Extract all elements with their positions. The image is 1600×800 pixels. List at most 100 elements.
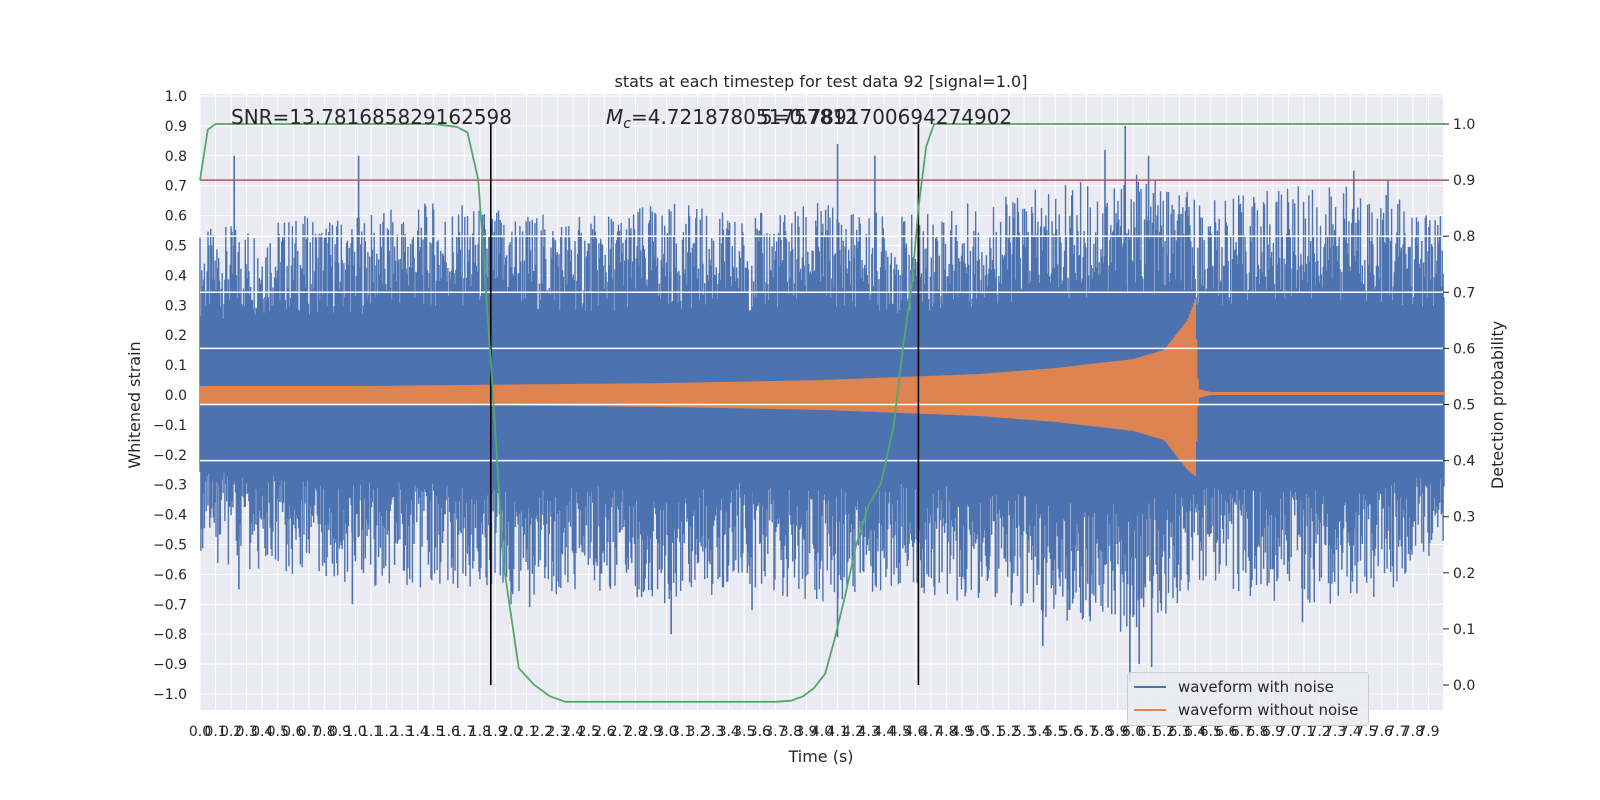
x-tick-label: 1.2 — [375, 724, 397, 740]
x-tick-label: 0.3 — [236, 724, 258, 740]
y-tick-label: −0.3 — [153, 478, 187, 494]
y-tick-label: −0.8 — [153, 627, 187, 643]
x-tick-label: 4.3 — [858, 724, 880, 740]
x-tick-label: 5.8 — [1091, 724, 1113, 740]
overlap-annotation: 5=0.7891700694274902 — [760, 105, 1012, 129]
x-tick-label: 2.9 — [640, 724, 662, 740]
x-tick-label: 7.8 — [1402, 724, 1424, 740]
y-tick-label: −0.6 — [153, 567, 187, 583]
x-tick-label: 6.3 — [1169, 724, 1191, 740]
x-tick-label: 1.6 — [438, 724, 460, 740]
legend-label-noise: waveform with noise — [1178, 678, 1334, 696]
y-tick-label: 0.8 — [165, 149, 187, 165]
x-tick-label: 0.0 — [189, 724, 211, 740]
y-tick-label: 0.9 — [165, 119, 187, 135]
x-tick-label: 1.3 — [391, 724, 413, 740]
x-tick-label: 4.5 — [889, 724, 911, 740]
detection-probability-line — [199, 123, 1444, 703]
legend-entry-noise: waveform with noise — [1134, 677, 1334, 697]
x-tick-label: 3.2 — [686, 724, 708, 740]
x-tick-label: 7.5 — [1355, 724, 1377, 740]
y-tick-label: −1.0 — [153, 687, 187, 703]
x-tick-label: 0.1 — [204, 724, 226, 740]
x-tick-label: 4.7 — [920, 724, 942, 740]
y-tick-label: −0.2 — [153, 448, 187, 464]
y-tick-label: −0.1 — [153, 418, 187, 434]
y2-tick-label: 0.0 — [1453, 678, 1475, 694]
x-tick-label: 6.0 — [1122, 724, 1144, 740]
axis-ticks: 0.00.10.20.30.40.50.60.70.80.91.01.11.21… — [153, 89, 1475, 740]
x-tick-label: 5.6 — [1060, 724, 1082, 740]
y2-tick-label: 0.6 — [1453, 341, 1475, 357]
x-tick-label: 6.2 — [1153, 724, 1175, 740]
x-tick-label: 3.5 — [733, 724, 755, 740]
x-tick-label: 7.7 — [1386, 724, 1408, 740]
x-tick-label: 0.6 — [282, 724, 304, 740]
x-tick-label: 0.2 — [220, 724, 242, 740]
x-tick-label: 1.0 — [344, 724, 366, 740]
y-axis-label: Whitened strain — [125, 341, 144, 468]
x-tick-label: 4.1 — [826, 724, 848, 740]
x-tick-label: 0.8 — [313, 724, 335, 740]
x-tick-label: 5.5 — [1044, 724, 1066, 740]
y-tick-label: 0.3 — [165, 298, 187, 314]
y2-tick-label: 0.4 — [1453, 454, 1475, 470]
x-tick-label: 1.5 — [422, 724, 444, 740]
x-tick-label: 2.2 — [531, 724, 553, 740]
y-tick-label: 0.1 — [165, 358, 187, 374]
x-tick-label: 2.6 — [593, 724, 615, 740]
x-tick-label: 7.0 — [1277, 724, 1299, 740]
x-tick-label: 2.1 — [515, 724, 537, 740]
x-tick-label: 5.1 — [982, 724, 1004, 740]
x-tick-label: 6.8 — [1246, 724, 1268, 740]
y-tick-label: 0.7 — [165, 179, 187, 195]
x-tick-label: 3.3 — [702, 724, 724, 740]
x-tick-label: 5.9 — [1106, 724, 1128, 740]
x-tick-label: 3.1 — [671, 724, 693, 740]
mc-annotation: Mc=4.721878051757812 — [606, 105, 858, 132]
x-tick-label: 7.4 — [1340, 724, 1362, 740]
y-tick-label: −0.5 — [153, 538, 187, 554]
x-tick-label: 6.4 — [1184, 724, 1206, 740]
x-tick-label: 7.6 — [1371, 724, 1393, 740]
y2-tick-label: 0.3 — [1453, 510, 1475, 526]
legend-swatch-clean — [1134, 709, 1166, 711]
legend-swatch-noise — [1134, 686, 1166, 688]
y-tick-label: 0.0 — [165, 388, 187, 404]
x-tick-label: 6.9 — [1262, 724, 1284, 740]
x-tick-label: 5.7 — [1075, 724, 1097, 740]
y-tick-label: 1.0 — [165, 89, 187, 105]
x-tick-label: 0.7 — [298, 724, 320, 740]
x-tick-label: 3.8 — [780, 724, 802, 740]
snr-annotation: SNR=13.781685829162598 — [231, 105, 512, 129]
x-tick-label: 3.0 — [655, 724, 677, 740]
x-tick-label: 5.3 — [1013, 724, 1035, 740]
x-tick-label: 7.9 — [1417, 724, 1439, 740]
x-tick-label: 4.0 — [811, 724, 833, 740]
x-tick-label: 3.7 — [764, 724, 786, 740]
y2-tick-label: 1.0 — [1453, 117, 1475, 133]
x-tick-label: 0.9 — [329, 724, 351, 740]
y2-tick-label: 0.2 — [1453, 566, 1475, 582]
x-tick-label: 1.9 — [484, 724, 506, 740]
x-tick-label: 4.6 — [904, 724, 926, 740]
x-tick-label: 3.9 — [795, 724, 817, 740]
legend: waveform with noise waveform without noi… — [1127, 672, 1369, 726]
x-tick-label: 6.6 — [1215, 724, 1237, 740]
y-tick-label: −0.9 — [153, 657, 187, 673]
x-tick-label: 5.0 — [966, 724, 988, 740]
x-tick-label: 3.4 — [718, 724, 740, 740]
x-tick-label: 1.1 — [360, 724, 382, 740]
x-tick-label: 5.2 — [997, 724, 1019, 740]
y2-tick-label: 0.9 — [1453, 173, 1475, 189]
probability-line — [199, 123, 1444, 703]
x-tick-label: 4.4 — [873, 724, 895, 740]
y-tick-label: 0.4 — [165, 268, 187, 284]
x-tick-label: 6.1 — [1137, 724, 1159, 740]
chart-title: stats at each timestep for test data 92 … — [615, 72, 1028, 91]
clean-waveform — [199, 299, 1445, 476]
x-tick-label: 1.4 — [407, 724, 429, 740]
y-tick-label: 0.6 — [165, 209, 187, 225]
x-tick-label: 4.9 — [951, 724, 973, 740]
